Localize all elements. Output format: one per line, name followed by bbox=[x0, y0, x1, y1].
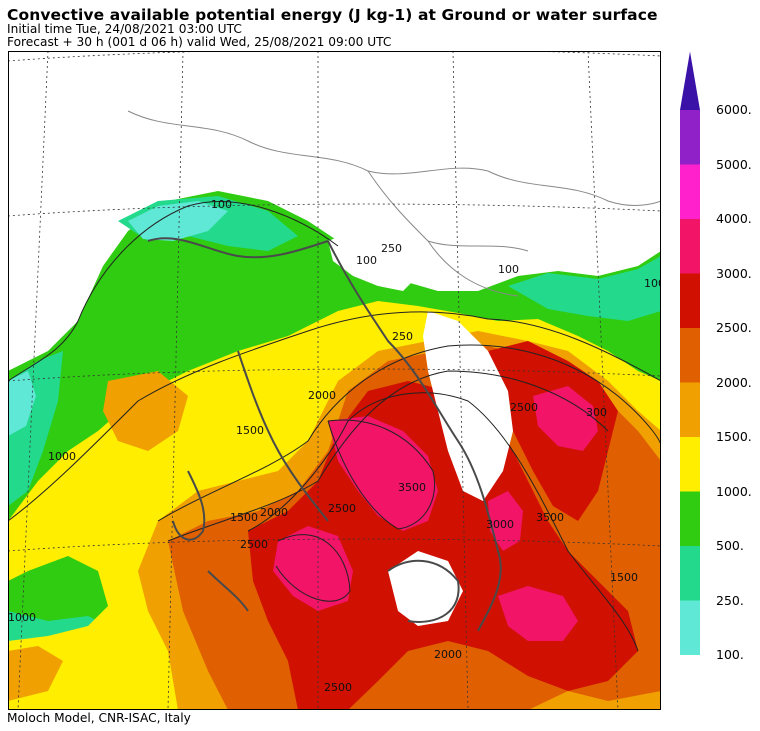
contour-label: 1000 bbox=[48, 450, 76, 463]
graticule bbox=[8, 51, 661, 710]
colorbar-level-label: 500. bbox=[716, 538, 744, 553]
colorbar-level-label: 1000. bbox=[716, 483, 752, 499]
colorbar-swatch bbox=[680, 328, 700, 383]
contour-label: 100.0 bbox=[644, 277, 661, 290]
colorbar bbox=[680, 51, 700, 655]
contour-label: 300 bbox=[586, 406, 607, 419]
contour-label: 250 bbox=[381, 242, 402, 255]
contour-label: 2500 bbox=[510, 401, 538, 414]
initial-time: Initial time Tue, 24/08/2021 03:00 UTC bbox=[7, 22, 242, 36]
contour-label: 2500 bbox=[324, 681, 352, 694]
colorbar-level-label: 4000. bbox=[716, 211, 752, 226]
contour-label: 2000 bbox=[434, 648, 462, 661]
land-balkan-white bbox=[423, 311, 513, 501]
contour-label: 2500 bbox=[328, 502, 356, 515]
field-lightgreen-ne bbox=[508, 256, 661, 321]
field-cyan-alps bbox=[128, 201, 228, 241]
contour-label: 2000 bbox=[308, 389, 336, 402]
country-borders bbox=[127, 110, 661, 297]
contour-label: 3000 bbox=[486, 518, 514, 531]
coastlines bbox=[147, 237, 502, 632]
colorbar-swatch bbox=[680, 219, 700, 274]
contour-label: 100 bbox=[211, 198, 232, 211]
field-orange-sw bbox=[8, 646, 63, 701]
contour-lines bbox=[8, 201, 661, 652]
field-orange-w bbox=[103, 371, 188, 451]
colorbar-level-label: 1500. bbox=[716, 429, 752, 444]
colorbar-swatch bbox=[680, 600, 700, 655]
cape-map: 1000 1500 2000 1500 2500 2500 3500 3000 … bbox=[8, 51, 661, 710]
colorbar-swatch bbox=[680, 491, 700, 546]
contour-label: 1000 bbox=[8, 611, 36, 624]
colorbar-swatch bbox=[680, 273, 700, 328]
field-magenta-c bbox=[533, 386, 598, 451]
colorbar-swatch bbox=[680, 437, 700, 492]
contour-label: 1500 bbox=[230, 511, 258, 524]
contour-label: 100 bbox=[498, 263, 519, 276]
chart-title: Convective available potential energy (J… bbox=[7, 6, 658, 24]
forecast-time: Forecast + 30 h (001 d 06 h) valid Wed, … bbox=[7, 35, 392, 49]
contour-label: 1500 bbox=[610, 571, 638, 584]
colorbar-swatch bbox=[680, 382, 700, 437]
contour-label: 2000 bbox=[260, 506, 288, 519]
field-magenta-e bbox=[488, 491, 523, 551]
colorbar-arrow bbox=[680, 51, 700, 110]
colorbar-level-label: 2500. bbox=[716, 320, 752, 335]
field-cyan-w bbox=[8, 371, 36, 436]
contour-label: 250 bbox=[392, 330, 413, 343]
contour-label: 100 bbox=[356, 254, 377, 267]
map-frame bbox=[8, 51, 661, 710]
colorbar-level-label: 5000. bbox=[716, 156, 752, 172]
footer-credit: Moloch Model, CNR-ISAC, Italy bbox=[7, 711, 191, 725]
sea-ionian bbox=[388, 551, 463, 626]
contour-label: 1500 bbox=[236, 424, 264, 437]
field-magenta-d bbox=[498, 586, 578, 641]
sea-adriatic-north bbox=[328, 231, 418, 291]
colorbar-swatch bbox=[680, 546, 700, 601]
colorbar-swatch bbox=[680, 110, 700, 165]
colorbar-level-label: 100. bbox=[716, 647, 744, 662]
colorbar-level-label: 6000. bbox=[716, 102, 752, 117]
colorbar-level-label: 2000. bbox=[716, 374, 752, 390]
contour-label: 2500 bbox=[240, 538, 268, 551]
colorbar-level-label: 250. bbox=[716, 592, 744, 608]
colorbar-swatch bbox=[680, 164, 700, 219]
colorbar-level-label: 3000. bbox=[716, 265, 752, 281]
contour-label: 3500 bbox=[398, 481, 426, 494]
contour-label: 3500 bbox=[536, 511, 564, 524]
